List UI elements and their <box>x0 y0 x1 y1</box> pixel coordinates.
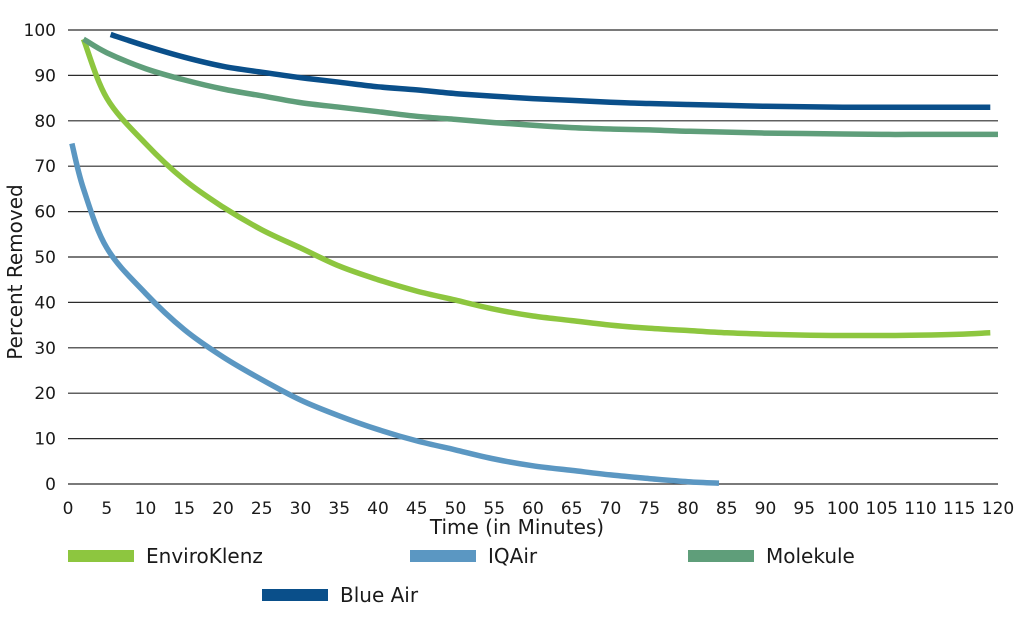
legend-swatch-enviroklenz <box>68 550 134 562</box>
x-tick-label: 20 <box>212 499 234 519</box>
x-tick-label: 40 <box>367 499 389 519</box>
x-tick-label: 115 <box>943 499 975 519</box>
y-axis-ticks: 0 10 20 30 40 50 60 70 80 90 100 <box>24 21 56 495</box>
x-tick-label: 55 <box>483 499 505 519</box>
series-lines <box>69 31 998 486</box>
series-line-iqair <box>69 142 720 486</box>
x-tick-label: 70 <box>600 499 622 519</box>
x-tick-label: 15 <box>173 499 195 519</box>
x-tick-label: 95 <box>793 499 815 519</box>
x-tick-label: 35 <box>328 499 350 519</box>
y-tick-label: 30 <box>34 339 56 359</box>
y-axis-label: Percent Removed <box>3 184 27 359</box>
y-tick-label: 70 <box>34 157 56 177</box>
legend-swatch-molekule <box>688 550 754 562</box>
x-tick-label: 120 <box>982 499 1014 519</box>
gridlines <box>68 29 998 485</box>
x-tick-label: 80 <box>677 499 699 519</box>
legend: EnviroKlenz IQAir Molekule Blue Air <box>68 544 855 607</box>
series-line-blue-air <box>109 31 991 110</box>
legend-swatch-blue-air <box>262 589 328 601</box>
series-line-enviroklenz <box>80 38 991 339</box>
y-tick-label: 0 <box>45 475 56 495</box>
x-tick-label: 105 <box>866 499 898 519</box>
x-tick-label: 75 <box>638 499 660 519</box>
x-tick-label: 85 <box>716 499 738 519</box>
y-tick-label: 80 <box>34 112 56 132</box>
x-tick-label: 50 <box>445 499 467 519</box>
x-tick-label: 25 <box>251 499 273 519</box>
x-tick-label: 60 <box>522 499 544 519</box>
legend-label-iqair: IQAir <box>488 544 538 568</box>
x-axis-label: Time (in Minutes) <box>429 515 604 539</box>
x-axis-ticks: 0 5 10 15 20 25 30 35 40 45 50 55 60 65 70 75 80 85 90 95 10… <box>63 499 1015 519</box>
x-tick-label: 45 <box>406 499 428 519</box>
legend-label-enviroklenz: EnviroKlenz <box>146 544 263 568</box>
legend-label-blue-air: Blue Air <box>340 583 419 607</box>
x-tick-label: 100 <box>827 499 859 519</box>
y-tick-label: 100 <box>24 21 56 41</box>
x-tick-label: 65 <box>561 499 583 519</box>
y-tick-label: 40 <box>34 293 56 313</box>
y-tick-label: 20 <box>34 384 56 404</box>
y-tick-label: 90 <box>34 66 56 86</box>
series-line-molekule <box>82 36 998 138</box>
x-tick-label: 90 <box>755 499 777 519</box>
legend-label-molekule: Molekule <box>766 544 855 568</box>
y-tick-label: 60 <box>34 203 56 223</box>
y-tick-label: 50 <box>34 248 56 268</box>
legend-swatch-iqair <box>410 550 476 562</box>
y-tick-label: 10 <box>34 430 56 450</box>
x-tick-label: 30 <box>290 499 312 519</box>
x-tick-label: 110 <box>904 499 936 519</box>
x-tick-label: 5 <box>101 499 112 519</box>
x-tick-label: 10 <box>135 499 157 519</box>
x-tick-label: 0 <box>63 499 74 519</box>
